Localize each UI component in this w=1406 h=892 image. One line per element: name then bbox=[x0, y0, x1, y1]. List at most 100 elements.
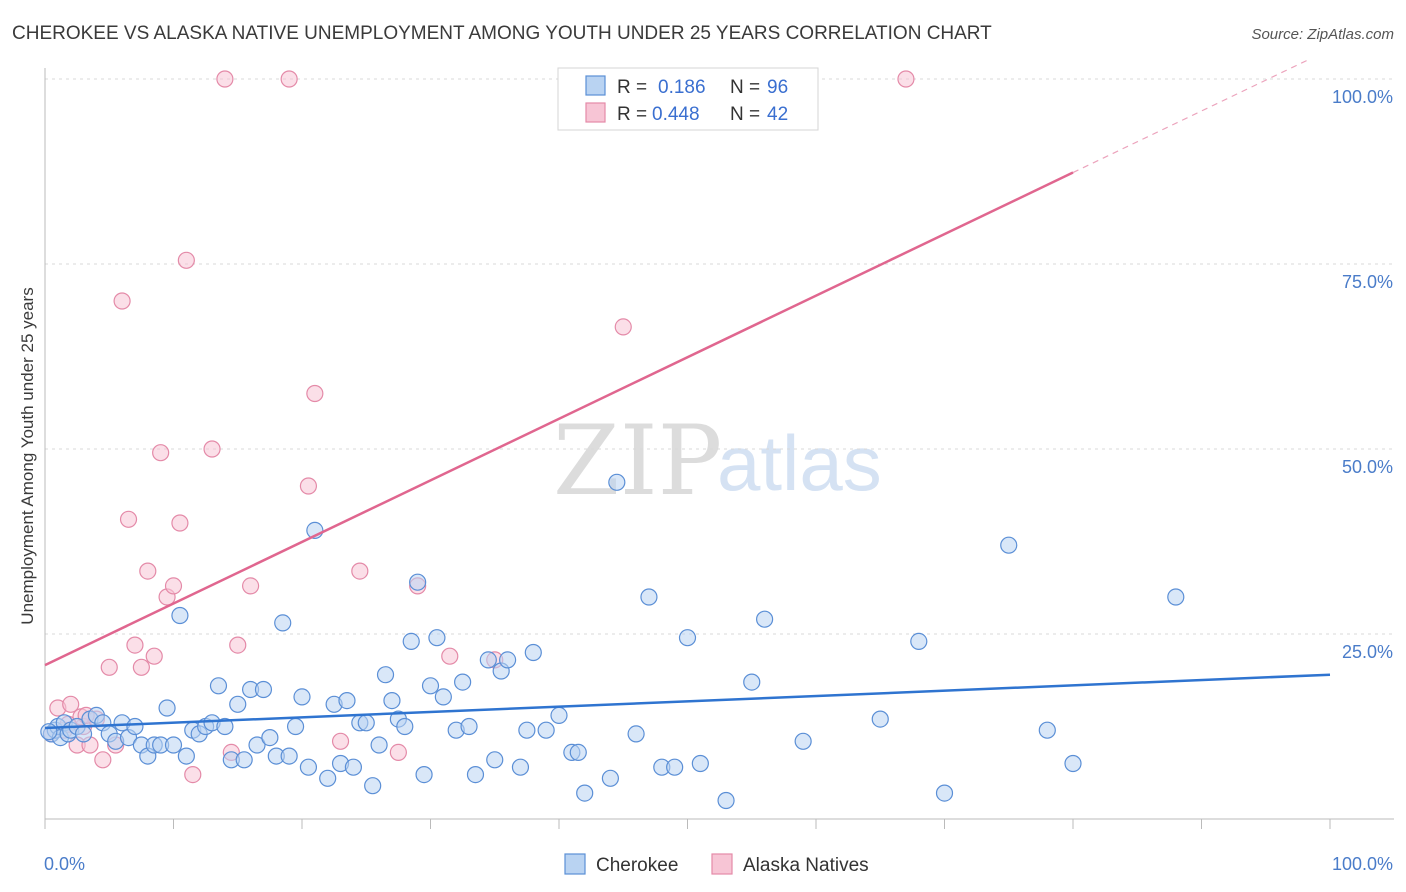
cherokee-point-92 bbox=[871, 710, 889, 728]
x-tick-labels: 0.0% 100.0% bbox=[44, 854, 1393, 874]
cherokee-point-32 bbox=[229, 695, 247, 713]
cherokee-point-86 bbox=[678, 629, 697, 647]
cherokee-points bbox=[40, 473, 1185, 810]
legend-swatch-cherokee bbox=[585, 75, 606, 96]
alaska-point-24 bbox=[216, 70, 234, 88]
cherokee-point-49 bbox=[344, 758, 362, 776]
cherokee-point-22 bbox=[164, 736, 183, 754]
alaska-point-19 bbox=[164, 577, 183, 595]
cherokee-point-89 bbox=[743, 673, 761, 691]
cherokee-point-71 bbox=[499, 651, 517, 669]
alaska-point-33 bbox=[389, 743, 407, 762]
trend-line-extension-1 bbox=[1072, 58, 1311, 174]
cherokee-point-39 bbox=[274, 614, 292, 632]
chart-title: CHEROKEE VS ALASKA NATIVE UNEMPLOYMENT A… bbox=[12, 23, 992, 44]
cherokee-point-83 bbox=[640, 588, 658, 606]
x-tick-label-0: 0.0% bbox=[44, 854, 85, 874]
cherokee-point-66 bbox=[460, 717, 478, 736]
cherokee-point-85 bbox=[666, 758, 684, 776]
y-tick-label-0: 25.0% bbox=[1342, 642, 1393, 662]
cherokee-point-54 bbox=[376, 666, 395, 684]
alaska-point-28 bbox=[280, 70, 298, 88]
legend-swatch-alaska bbox=[585, 102, 606, 123]
trend-lines bbox=[44, 58, 1331, 730]
gridlines bbox=[45, 78, 1394, 635]
watermark-zip: ZIP bbox=[553, 405, 722, 517]
alaska-point-26 bbox=[229, 636, 247, 654]
cherokee-point-99 bbox=[40, 723, 58, 741]
chart-source: Source: ZipAtlas.com bbox=[1251, 26, 1394, 43]
cherokee-point-40 bbox=[280, 747, 298, 765]
cherokee-point-73 bbox=[518, 721, 536, 739]
legend-n-label-cherokee: N = bbox=[730, 77, 760, 98]
alaska-point-3 bbox=[62, 695, 80, 713]
alaska-point-12 bbox=[119, 510, 138, 528]
cherokee-point-21 bbox=[158, 699, 176, 717]
cherokee-point-97 bbox=[1064, 754, 1082, 773]
cherokee-point-41 bbox=[286, 717, 305, 736]
cherokee-point-80 bbox=[601, 769, 620, 787]
alaska-point-20 bbox=[171, 514, 189, 532]
y-tick-label-2: 75.0% bbox=[1342, 272, 1393, 292]
cherokee-point-8 bbox=[74, 725, 93, 743]
series-legend-swatch-cherokee bbox=[564, 853, 586, 875]
trend-line-1 bbox=[44, 171, 1074, 667]
cherokee-point-75 bbox=[537, 721, 555, 739]
cherokee-point-93 bbox=[910, 632, 928, 651]
y-tick-label-1: 50.0% bbox=[1342, 457, 1393, 477]
y-tick-label-3: 100.0% bbox=[1332, 87, 1393, 107]
stats-legend: R = 0.186 N = 96 R = 0.448 N = 42 bbox=[557, 67, 819, 131]
series-legend-label-alaska: Alaska Natives bbox=[743, 855, 869, 876]
axes bbox=[44, 68, 1394, 829]
legend-n-value-cherokee: 96 bbox=[767, 77, 788, 98]
alaska-point-27 bbox=[242, 577, 260, 595]
alaska-point-8 bbox=[94, 751, 112, 769]
cherokee-point-58 bbox=[402, 632, 420, 651]
cherokee-point-53 bbox=[370, 736, 388, 754]
legend-n-value-alaska: 42 bbox=[767, 104, 788, 125]
alaska-point-16 bbox=[145, 647, 163, 665]
alaska-point-35 bbox=[441, 647, 459, 665]
cherokee-point-87 bbox=[691, 754, 709, 773]
cherokee-point-43 bbox=[299, 758, 318, 776]
alaska-point-23 bbox=[203, 440, 221, 458]
series-legend-swatch-alaska bbox=[711, 853, 733, 875]
legend-r-label-alaska: R = bbox=[617, 104, 647, 125]
cherokee-point-30 bbox=[216, 717, 234, 736]
cherokee-point-94 bbox=[935, 784, 954, 802]
cherokee-point-36 bbox=[254, 680, 273, 699]
alaska-point-15 bbox=[139, 562, 157, 580]
alaska-point-17 bbox=[152, 444, 170, 462]
series-legend: Cherokee Alaska Natives bbox=[564, 853, 869, 876]
alaska-point-14 bbox=[132, 658, 150, 676]
alaska-point-22 bbox=[184, 765, 202, 784]
cherokee-point-45 bbox=[319, 769, 337, 787]
cherokee-point-78 bbox=[569, 743, 587, 762]
alaska-point-9 bbox=[100, 658, 118, 676]
cherokee-point-81 bbox=[608, 473, 626, 491]
legend-r-value-cherokee: 0.186 bbox=[658, 77, 706, 98]
cherokee-point-52 bbox=[364, 777, 382, 795]
trend-line-0 bbox=[44, 673, 1331, 730]
alaska-point-31 bbox=[331, 732, 350, 750]
watermark-atlas: atlas bbox=[717, 419, 882, 507]
alaska-point-21 bbox=[177, 251, 195, 269]
alaska-point-32 bbox=[351, 562, 369, 580]
cherokee-point-90 bbox=[755, 610, 774, 628]
alaska-point-37 bbox=[614, 318, 632, 336]
cherokee-point-65 bbox=[454, 673, 472, 691]
cherokee-point-24 bbox=[177, 747, 195, 765]
y-tick-labels: 25.0% 50.0% 75.0% 100.0% bbox=[1332, 87, 1393, 662]
alaska-point-29 bbox=[299, 477, 318, 495]
y-axis-label: Unemployment Among Youth under 25 years bbox=[18, 287, 37, 624]
cherokee-point-79 bbox=[576, 784, 594, 802]
cherokee-point-55 bbox=[383, 691, 401, 710]
cherokee-point-62 bbox=[428, 629, 446, 647]
cherokee-point-63 bbox=[434, 688, 452, 706]
alaska-point-38 bbox=[897, 70, 915, 88]
cherokee-point-29 bbox=[209, 677, 228, 695]
cherokee-point-88 bbox=[717, 791, 735, 810]
cherokee-point-91 bbox=[794, 732, 812, 750]
legend-n-label-alaska: N = bbox=[730, 104, 760, 125]
